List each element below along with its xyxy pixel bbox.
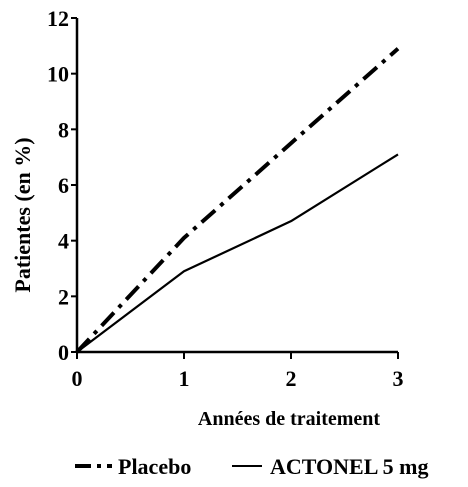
y-tick-label: 0 (58, 340, 69, 365)
y-tick-label: 6 (58, 173, 69, 198)
y-tick-label: 10 (47, 62, 69, 87)
series-line-actonel (76, 153, 399, 353)
y-tick-label: 8 (58, 117, 69, 142)
legend-label-actonel: ACTONEL 5 mg (270, 454, 429, 479)
x-tick-label: 3 (393, 366, 404, 391)
x-tick-label: 0 (72, 366, 83, 391)
x-tick-label: 1 (179, 366, 190, 391)
series-line-placebo (75, 47, 400, 354)
y-tick-label: 2 (58, 284, 69, 309)
legend: Placebo ACTONEL 5 mg (75, 454, 429, 479)
x-axis-title: Années de traitement (198, 408, 381, 430)
legend-label-placebo: Placebo (118, 454, 191, 479)
x-tick-label: 2 (286, 366, 297, 391)
y-tick-label: 4 (58, 229, 69, 254)
y-axis-title: Patientes (en %) (10, 137, 35, 292)
series-lines (75, 47, 400, 354)
y-tick-label: 12 (47, 6, 69, 31)
